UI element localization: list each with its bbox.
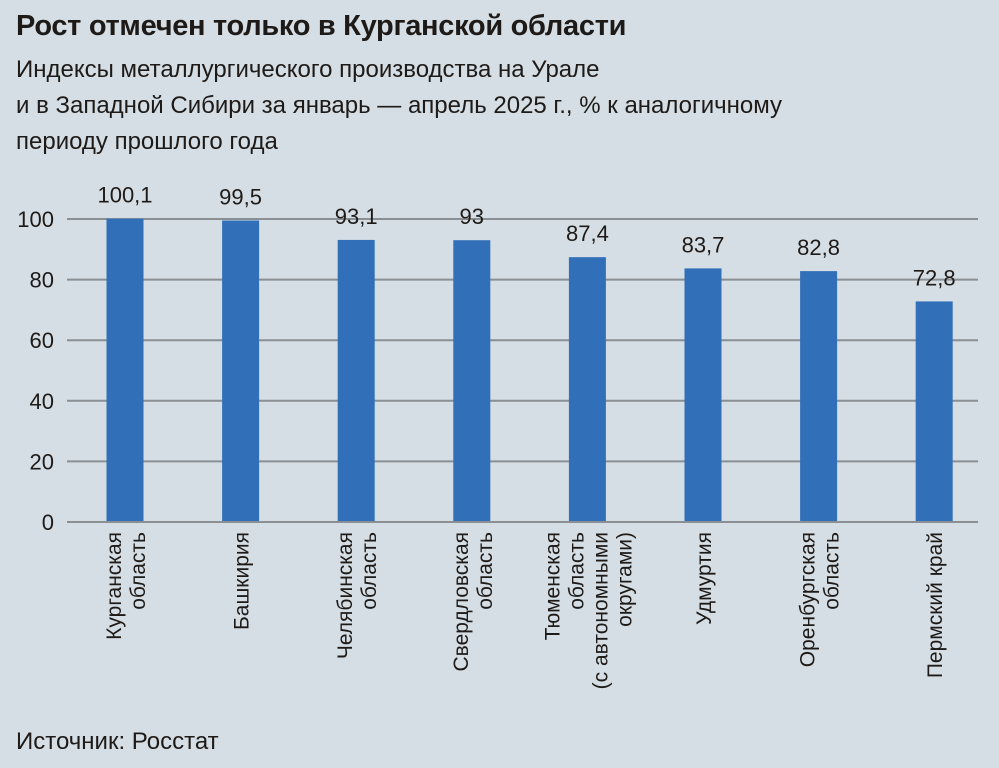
bar [568, 257, 606, 522]
y-tick-label: 80 [30, 268, 54, 293]
x-tick-label: область [127, 532, 150, 610]
subtitle-line: и в Западной Сибири за январь — апрель 2… [16, 92, 783, 119]
data-label: 99,5 [219, 185, 262, 210]
bar [222, 220, 260, 522]
bar [684, 268, 722, 522]
y-tick-label: 100 [17, 207, 54, 232]
chart-title: Рост отмечен только в Курганской области [16, 10, 627, 42]
x-tick-label: область [821, 532, 844, 610]
x-tick-label: Удмуртия [693, 532, 716, 625]
x-tick-label: область [358, 532, 381, 610]
x-tick-label: область [565, 532, 588, 610]
subtitle-line: периоду прошлого года [16, 128, 278, 155]
data-label: 83,7 [682, 232, 725, 257]
bar [800, 271, 838, 522]
x-tick-label: Тюменская [541, 532, 564, 640]
bar [915, 301, 953, 522]
bar [337, 239, 375, 523]
x-tick-label: Оренбургская [797, 532, 820, 667]
data-label: 93 [460, 204, 484, 229]
data-label: 72,8 [913, 265, 956, 290]
subtitle-line: Индексы металлургического производства н… [16, 56, 600, 83]
y-tick-label: 0 [42, 510, 54, 535]
bar [106, 218, 144, 522]
data-label: 100,1 [97, 183, 152, 208]
x-tick-label: Челябинская [334, 532, 357, 659]
source-note: Источник: Росстат [16, 728, 219, 755]
y-tick-label: 60 [30, 328, 54, 353]
x-tick-label: Свердловская [450, 532, 473, 672]
x-tick-label: Пермский край [924, 532, 947, 678]
data-label: 82,8 [797, 235, 840, 260]
y-tick-label: 40 [30, 389, 54, 414]
y-tick-label: 20 [30, 449, 54, 474]
x-tick-label: (с автономными [589, 532, 612, 689]
x-tick-label: округами) [613, 532, 636, 627]
chart-subtitle: Индексы металлургического производства н… [16, 52, 976, 160]
data-label: 87,4 [566, 221, 609, 246]
data-label: 93,1 [335, 204, 378, 229]
x-tick-label: Курганская [103, 532, 126, 640]
bar [453, 240, 491, 522]
x-tick-label: Башкирия [231, 532, 254, 630]
x-tick-label: область [474, 532, 497, 610]
